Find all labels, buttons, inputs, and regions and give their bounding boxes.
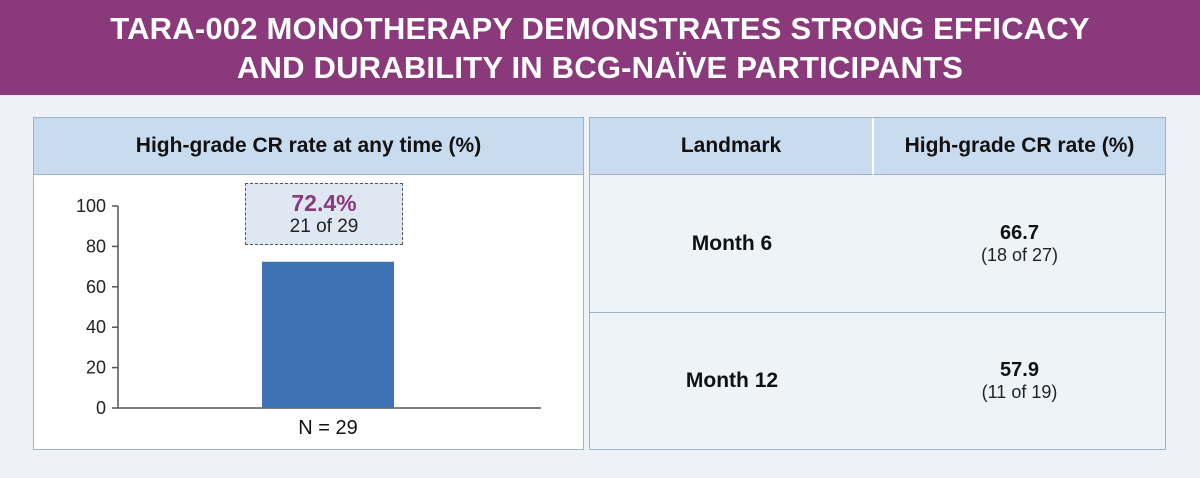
column-header-landmark: Landmark: [590, 118, 874, 175]
y-tick-label: 100: [76, 196, 106, 216]
row-value: 57.9: [1000, 359, 1039, 381]
bar-data-label: 72.4%: [291, 190, 357, 216]
title-line-2: AND DURABILITY IN BCG-NAÏVE PARTICIPANTS: [236, 49, 964, 85]
y-tick-label: 40: [86, 317, 106, 337]
row-label: Month 6: [691, 231, 773, 255]
bar: [262, 261, 394, 408]
title-banner: TARA-002 MONOTHERAPY DEMONSTRATES STRONG…: [0, 0, 1200, 95]
bar-count-label: 21 of 29: [289, 216, 359, 237]
row-value-cell: 57.9 (11 of 19): [874, 313, 1165, 449]
chart-panel-header: High-grade CR rate at any time (%): [34, 118, 583, 175]
table-row: Month 12 57.9 (11 of 19): [590, 313, 1165, 449]
table-row: Month 6 66.7 (18 of 27): [590, 175, 1165, 313]
y-tick-label: 80: [86, 236, 106, 256]
row-value: 66.7: [1000, 221, 1039, 244]
x-category-label: N = 29: [298, 417, 358, 439]
row-value-cell: 66.7 (18 of 27): [874, 175, 1165, 312]
row-count: (11 of 19): [981, 382, 1058, 402]
bar-callout: 72.4% 21 of 29: [245, 183, 403, 245]
y-tick-label: 60: [86, 277, 106, 297]
y-tick-label: 20: [86, 358, 106, 378]
column-header-cr-rate: High-grade CR rate (%): [874, 118, 1165, 175]
landmark-table-panel: Landmark High-grade CR rate (%) Month 6 …: [589, 117, 1166, 450]
row-label: Month 12: [685, 369, 779, 392]
title-line-1: TARA-002 MONOTHERAPY DEMONSTRATES STRONG…: [110, 10, 1090, 46]
row-count: (18 of 27): [980, 244, 1059, 265]
y-tick-label: 0: [96, 398, 106, 418]
